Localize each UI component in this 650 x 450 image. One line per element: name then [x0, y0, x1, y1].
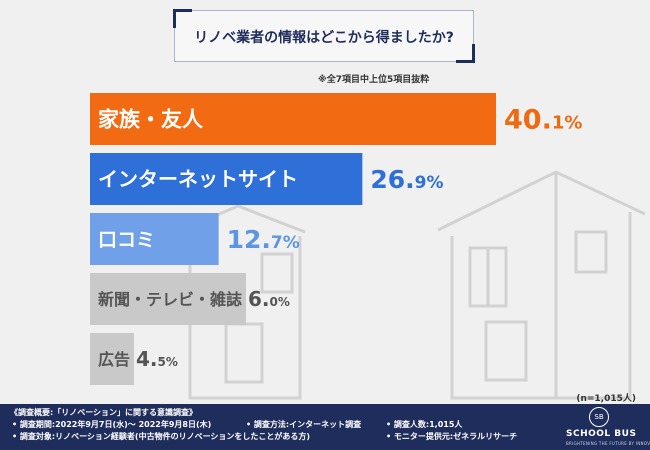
- bar-3: [90, 213, 219, 265]
- bar-chart: 家族・友人 40.1% インターネットサイト 26.9% 口コミ 12.7% 新聞・テレビ・…: [90, 93, 582, 385]
- survey-target: • 調査対象:リノベーション経験者(中古物件のリノベーションをしたことがある方): [12, 432, 311, 441]
- logo-tagline: BRIGHTENING THE FUTURE BY INNOVATION: [566, 441, 650, 446]
- category-label-5: 広告: [98, 350, 130, 369]
- survey-footer: 《調査概要:「リノベーション」に関する意識調査》 • 調査期間:2022年9月7…: [0, 404, 650, 450]
- category-label-3: 口コミ: [98, 229, 155, 251]
- survey-period: • 調査期間:2022年9月7日(水)〜 2022年9月8日(木): [12, 420, 212, 429]
- category-label-2: インターネットサイト: [98, 167, 298, 191]
- survey-people: • 調査人数:1,015人: [386, 420, 463, 429]
- value-label-3: 12.7%: [227, 225, 300, 254]
- value-label-1: 40.1%: [504, 105, 582, 136]
- category-label-1: 家族・友人: [98, 108, 203, 132]
- survey-heading: 《調査概要:「リノベーション」に関する意識調査》: [10, 408, 198, 417]
- sample-size: (n=1,015人): [576, 394, 636, 404]
- chart-note: ※全7項目中上位5項目抜粋: [318, 75, 430, 85]
- bar-2: [90, 153, 363, 205]
- survey-method: • 調査方法:インターネット調査: [246, 420, 362, 429]
- bar-1: [90, 93, 496, 145]
- value-label-4: 6.0%: [248, 287, 290, 311]
- category-label-4: 新聞・テレビ・雑誌: [98, 290, 242, 309]
- chart-title: リノベ業者の情報はどこから得ましたか?: [194, 30, 454, 46]
- value-label-5: 4.5%: [136, 347, 178, 371]
- bar-4: [90, 273, 247, 325]
- bar-5: [90, 333, 135, 385]
- value-label-2: 26.9%: [370, 165, 443, 194]
- logo-mark: SB: [589, 407, 609, 427]
- title-box: リノベ業者の情報はどこから得ましたか?: [173, 9, 475, 63]
- survey-provider: • モニター提供元:ゼネラルリサーチ: [386, 432, 518, 441]
- logo-name: SCHOOL BUS: [566, 429, 637, 439]
